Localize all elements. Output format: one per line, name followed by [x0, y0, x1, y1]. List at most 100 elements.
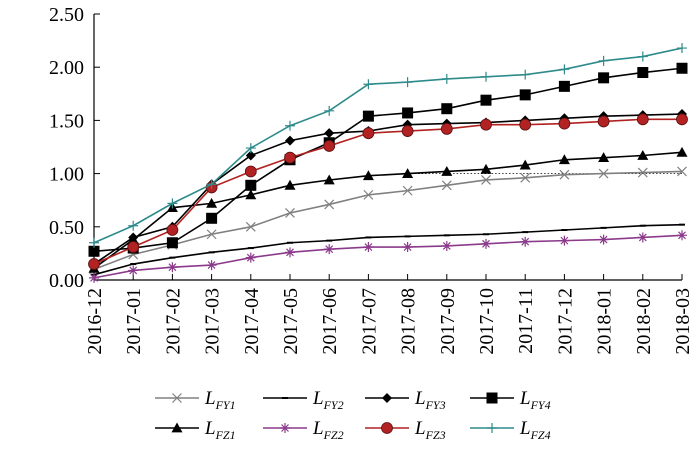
data-point-fz3: [166, 224, 179, 236]
x-tick-label: 2017-08: [398, 288, 420, 355]
x-tick-label: 2018-01: [594, 288, 616, 355]
series-fy3: [89, 109, 687, 270]
data-point-fz3: [676, 113, 688, 126]
x-tick-label: 2017-02: [162, 288, 184, 355]
data-point-fz1: [245, 189, 257, 200]
data-point-fz3: [401, 125, 414, 137]
legend-label: LFY4: [519, 388, 551, 412]
legend: LFY1 LFY2 LFY3 LFY4 LFZ1 LFZ2 LFZ3 LFZ4: [155, 388, 551, 442]
data-point-fz4: [520, 69, 531, 80]
series-fy1: [89, 166, 687, 275]
data-point-fz4: [677, 43, 687, 54]
legend-marker: [382, 393, 392, 403]
axes: 0.00 0.50 1.00 1.50 2.00 2.50 2016-12 2017-01 20…: [49, 4, 694, 355]
legend-label: LFY1: [204, 388, 236, 412]
data-point-fz1: [441, 165, 453, 176]
legend-label: LFZ4: [519, 418, 551, 442]
data-point-fy1: [206, 229, 217, 240]
data-point-fy4: [206, 212, 218, 224]
data-point-fz1: [480, 163, 492, 174]
data-point-fz4: [441, 73, 452, 84]
data-point-fy1: [637, 167, 648, 178]
data-point-fy1: [520, 172, 531, 183]
data-point-fy1: [363, 189, 374, 200]
legend-item-fy3: LFY3: [365, 388, 446, 412]
data-point-fz2: [245, 252, 256, 263]
data-point-fz4: [206, 179, 217, 190]
data-point-fz1: [598, 152, 610, 163]
data-point-fz1: [284, 179, 296, 190]
data-point-fy3: [324, 128, 335, 139]
legend-marker: [486, 392, 498, 404]
data-point-fy4: [519, 89, 531, 101]
data-point-fy4: [558, 80, 570, 92]
data-point-fz4: [363, 79, 374, 90]
series-line-fz3: [93, 118, 682, 265]
data-point-fz2: [637, 232, 648, 243]
data-point-fz3: [244, 165, 257, 178]
data-point-fy4: [480, 94, 492, 106]
data-point-fy4: [676, 62, 688, 74]
data-point-fz3: [284, 151, 296, 164]
data-point-fy1: [441, 180, 452, 191]
data-point-fz2: [363, 242, 374, 253]
data-point-fz2: [481, 238, 491, 249]
data-point-fz4: [402, 77, 413, 88]
data-point-fz2: [677, 230, 687, 241]
legend-item-fz3: LFZ3: [365, 418, 446, 442]
data-point-fy1: [677, 166, 687, 177]
data-point-fy1: [324, 199, 335, 210]
x-tick-label: 2017-07: [358, 288, 380, 355]
series-line-fz1: [93, 151, 683, 269]
data-point-fz2: [285, 247, 295, 258]
y-tick-label: 1.00: [49, 164, 84, 186]
data-point-fz1: [127, 234, 139, 244]
x-tick-label: 2017-12: [554, 288, 576, 355]
legend-item-fz4: LFZ4: [470, 418, 551, 442]
legend-label: LFY3: [414, 388, 446, 412]
x-tick-label: 2017-04: [241, 288, 263, 355]
series-fz1: [88, 146, 688, 273]
data-point-fz2: [559, 235, 570, 246]
data-point-fz2: [402, 242, 413, 253]
data-point-fy1: [559, 169, 570, 180]
data-point-fz4: [89, 237, 99, 248]
legend-label: LFY2: [312, 388, 344, 412]
data-point-fz4: [167, 198, 178, 209]
data-point-fz4: [481, 71, 491, 82]
data-point-fz1: [323, 174, 335, 185]
series-line-fy2: [93, 223, 683, 276]
y-tick-label: 2.00: [49, 57, 84, 79]
data-point-fy1: [245, 221, 256, 232]
data-point-fz1: [402, 168, 414, 178]
x-tick-label: 2017-11: [515, 288, 537, 354]
data-point-fz2: [441, 240, 452, 251]
series-fy2: [91, 223, 685, 276]
x-tick-label: 2017-06: [319, 288, 341, 355]
y-tick-label: 0.50: [49, 217, 84, 239]
series-line-fy1: [93, 170, 683, 271]
data-point-fz3: [597, 115, 610, 128]
data-point-fz2: [89, 272, 99, 283]
legend-marker: [171, 422, 183, 433]
legend-item-fz1: LFZ1: [155, 418, 236, 442]
data-point-fz3: [636, 113, 649, 126]
legend-item-fy1: LFY1: [155, 388, 236, 412]
data-point-fz3: [440, 123, 453, 135]
data-point-fz4: [598, 55, 609, 66]
legend-item-fz2: LFZ2: [263, 418, 344, 442]
data-point-fz3: [323, 140, 336, 152]
legend-marker: [487, 423, 497, 433]
y-tick-label: 0.00: [49, 270, 84, 292]
data-point-fz4: [285, 120, 295, 131]
x-tick-label: 2016-12: [84, 288, 106, 355]
data-point-fy1: [285, 208, 295, 218]
data-point-fz4: [324, 105, 335, 116]
data-point-fz2: [598, 234, 609, 245]
y-tick-label: 1.50: [49, 110, 84, 132]
data-point-fz2: [206, 260, 217, 271]
data-point-fy3: [285, 135, 295, 146]
legend-marker: [172, 393, 182, 403]
